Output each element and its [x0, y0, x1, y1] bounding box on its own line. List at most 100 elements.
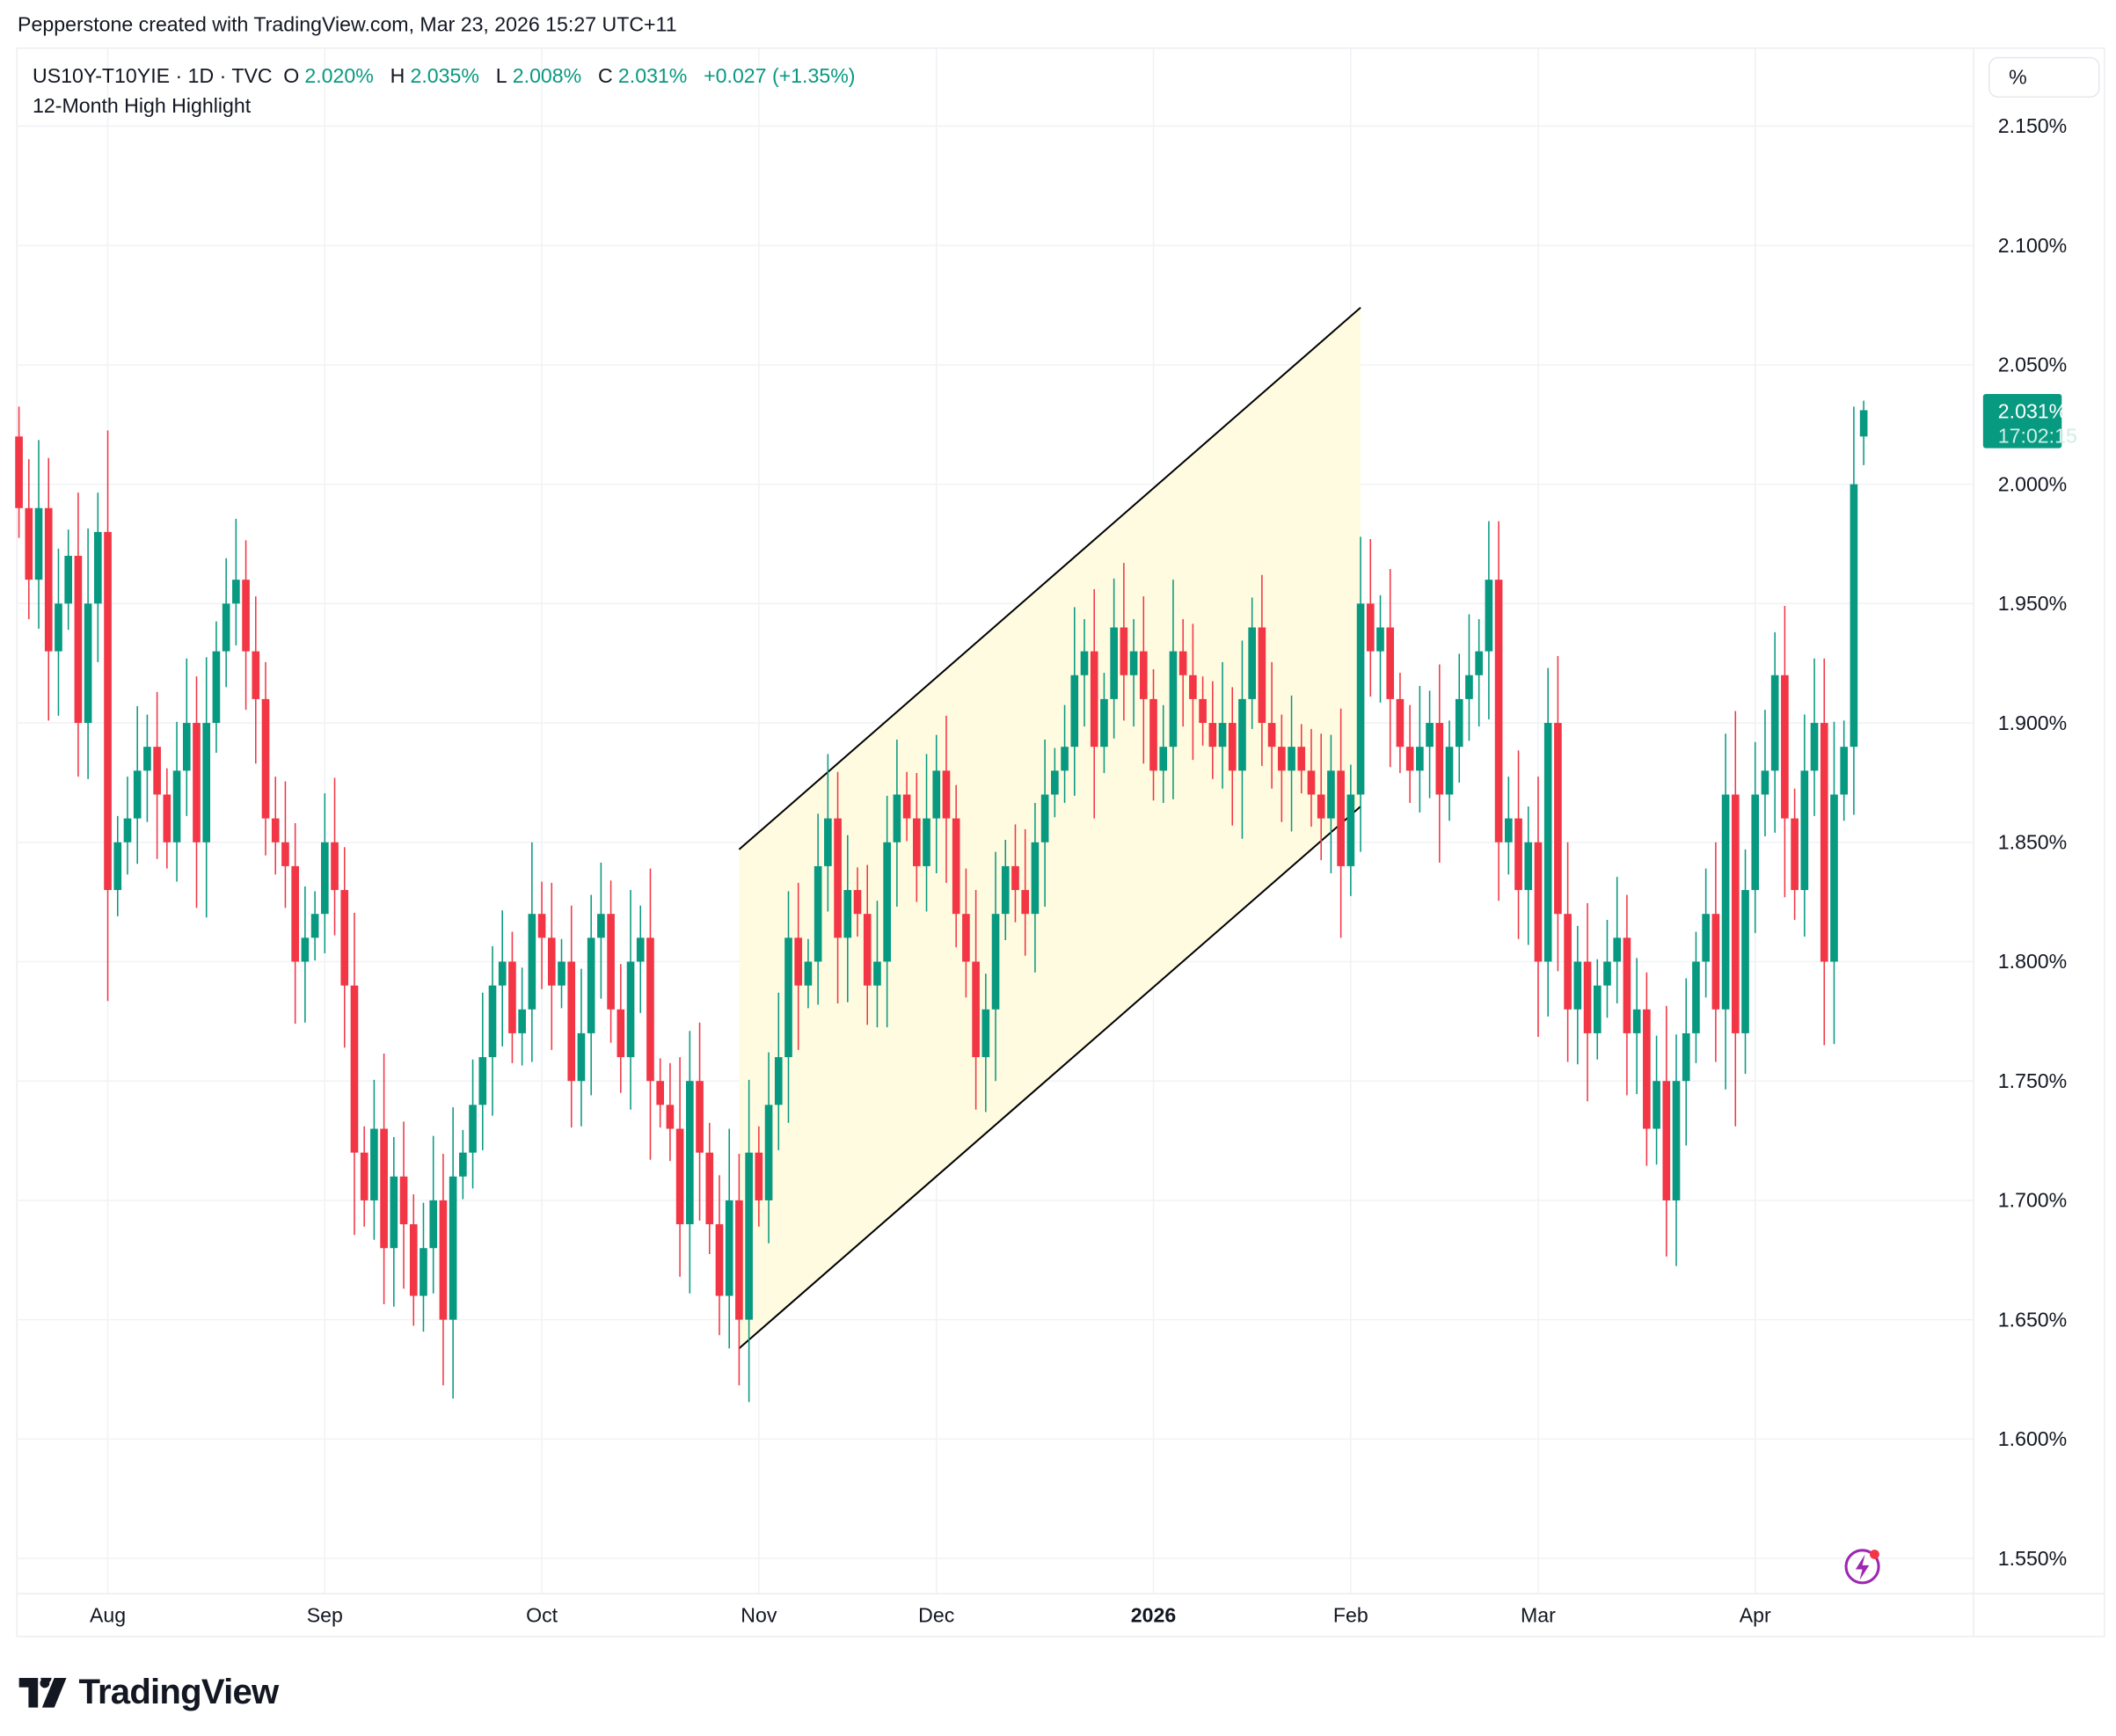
candle: [1791, 788, 1799, 920]
candle: [1613, 877, 1622, 1003]
candle: [1189, 624, 1197, 761]
y-tick-label: 2.000%: [1998, 472, 2067, 495]
candle: [567, 905, 576, 1128]
candle: [1169, 580, 1178, 799]
candle: [626, 890, 635, 1110]
candle-body: [696, 1081, 704, 1153]
candle-body: [1554, 723, 1562, 915]
candle-body: [1564, 914, 1572, 1010]
candle: [1317, 733, 1325, 861]
candle: [163, 768, 171, 869]
candle-body: [1623, 937, 1631, 1033]
candle-body: [804, 961, 813, 986]
candle: [420, 1202, 427, 1332]
candle: [686, 1031, 694, 1294]
candle-body: [1021, 890, 1030, 915]
candle: [242, 540, 250, 711]
candle-body: [350, 985, 359, 1153]
candle-body: [784, 937, 792, 1058]
candle-body: [883, 842, 891, 962]
candle-body: [390, 1176, 398, 1249]
candle: [1840, 720, 1849, 821]
candle: [182, 658, 191, 816]
candle: [55, 548, 62, 716]
candle: [281, 781, 289, 908]
candle-body: [1800, 770, 1809, 891]
candle: [1662, 1005, 1671, 1257]
candle: [104, 430, 112, 1002]
candle: [607, 880, 615, 1043]
candle: [222, 558, 230, 688]
candle-body: [420, 1248, 427, 1296]
candle: [1366, 539, 1375, 697]
indicator-label[interactable]: 12-Month High Highlight: [33, 94, 252, 119]
candle: [923, 754, 930, 912]
candle-body: [1702, 914, 1710, 962]
tradingview-logo-icon: [18, 1677, 67, 1707]
candle: [291, 823, 299, 1025]
candle-body: [193, 723, 201, 842]
candle-body: [301, 937, 310, 962]
candle: [1051, 748, 1059, 818]
low-value: 2.008%: [512, 65, 582, 89]
candle: [1149, 668, 1157, 801]
candle-body: [715, 1224, 724, 1296]
candle-body: [646, 937, 654, 1082]
change-value: +0.027 (+1.35%): [704, 65, 856, 89]
candle: [1514, 750, 1522, 939]
candle-body: [74, 556, 83, 724]
candle-body: [25, 507, 33, 580]
candle: [814, 813, 822, 1005]
candle: [1820, 658, 1828, 1046]
candle: [1800, 714, 1809, 937]
candle: [873, 901, 881, 1028]
candle-body: [705, 1152, 714, 1225]
candle: [1564, 842, 1572, 1062]
candle: [1001, 840, 1010, 941]
candle: [143, 714, 151, 822]
candle: [44, 457, 53, 721]
candle: [991, 851, 1000, 1082]
x-tick-label: Mar: [1521, 1604, 1556, 1627]
candle-body: [1682, 1032, 1690, 1082]
candle-body: [212, 651, 221, 724]
unit-button[interactable]: %: [1988, 56, 2100, 98]
candle-body: [952, 818, 960, 915]
x-tick-label: Apr: [1740, 1604, 1771, 1627]
candle-body: [518, 1009, 526, 1033]
candle: [1465, 614, 1473, 741]
candle-body: [1514, 818, 1522, 891]
candle: [1248, 597, 1257, 729]
y-tick-label: 1.650%: [1998, 1308, 2067, 1331]
candle-body: [1632, 1009, 1641, 1033]
symbol-label[interactable]: US10Y-T10YIE · 1D · TVC: [33, 65, 273, 89]
candle-body: [834, 818, 842, 938]
candle: [232, 518, 240, 646]
candle-body: [1731, 794, 1740, 1033]
candle-body: [617, 1009, 625, 1058]
candle: [1070, 607, 1079, 796]
candle-body: [1711, 914, 1720, 1010]
candle: [1603, 919, 1611, 1018]
candle: [794, 882, 803, 1050]
countdown-timer: 17:02:15: [1998, 424, 2077, 447]
candle: [1040, 740, 1049, 908]
candle-body: [1573, 961, 1582, 1010]
candle: [745, 1079, 753, 1403]
candle-body: [1455, 698, 1463, 748]
candle: [1218, 661, 1227, 789]
candle-body: [1524, 842, 1533, 891]
candle-body: [1149, 698, 1157, 771]
candle-body: [607, 914, 615, 1010]
candle: [1485, 521, 1493, 719]
candle-body: [932, 770, 941, 819]
tradingview-logo[interactable]: TradingView: [18, 1671, 279, 1713]
candle: [172, 721, 181, 882]
candle-body: [1129, 651, 1138, 675]
candle-body: [44, 507, 53, 652]
candle: [449, 1107, 457, 1399]
low-label: L: [495, 65, 507, 89]
candle-body: [893, 794, 901, 842]
high-label: H: [390, 65, 405, 89]
